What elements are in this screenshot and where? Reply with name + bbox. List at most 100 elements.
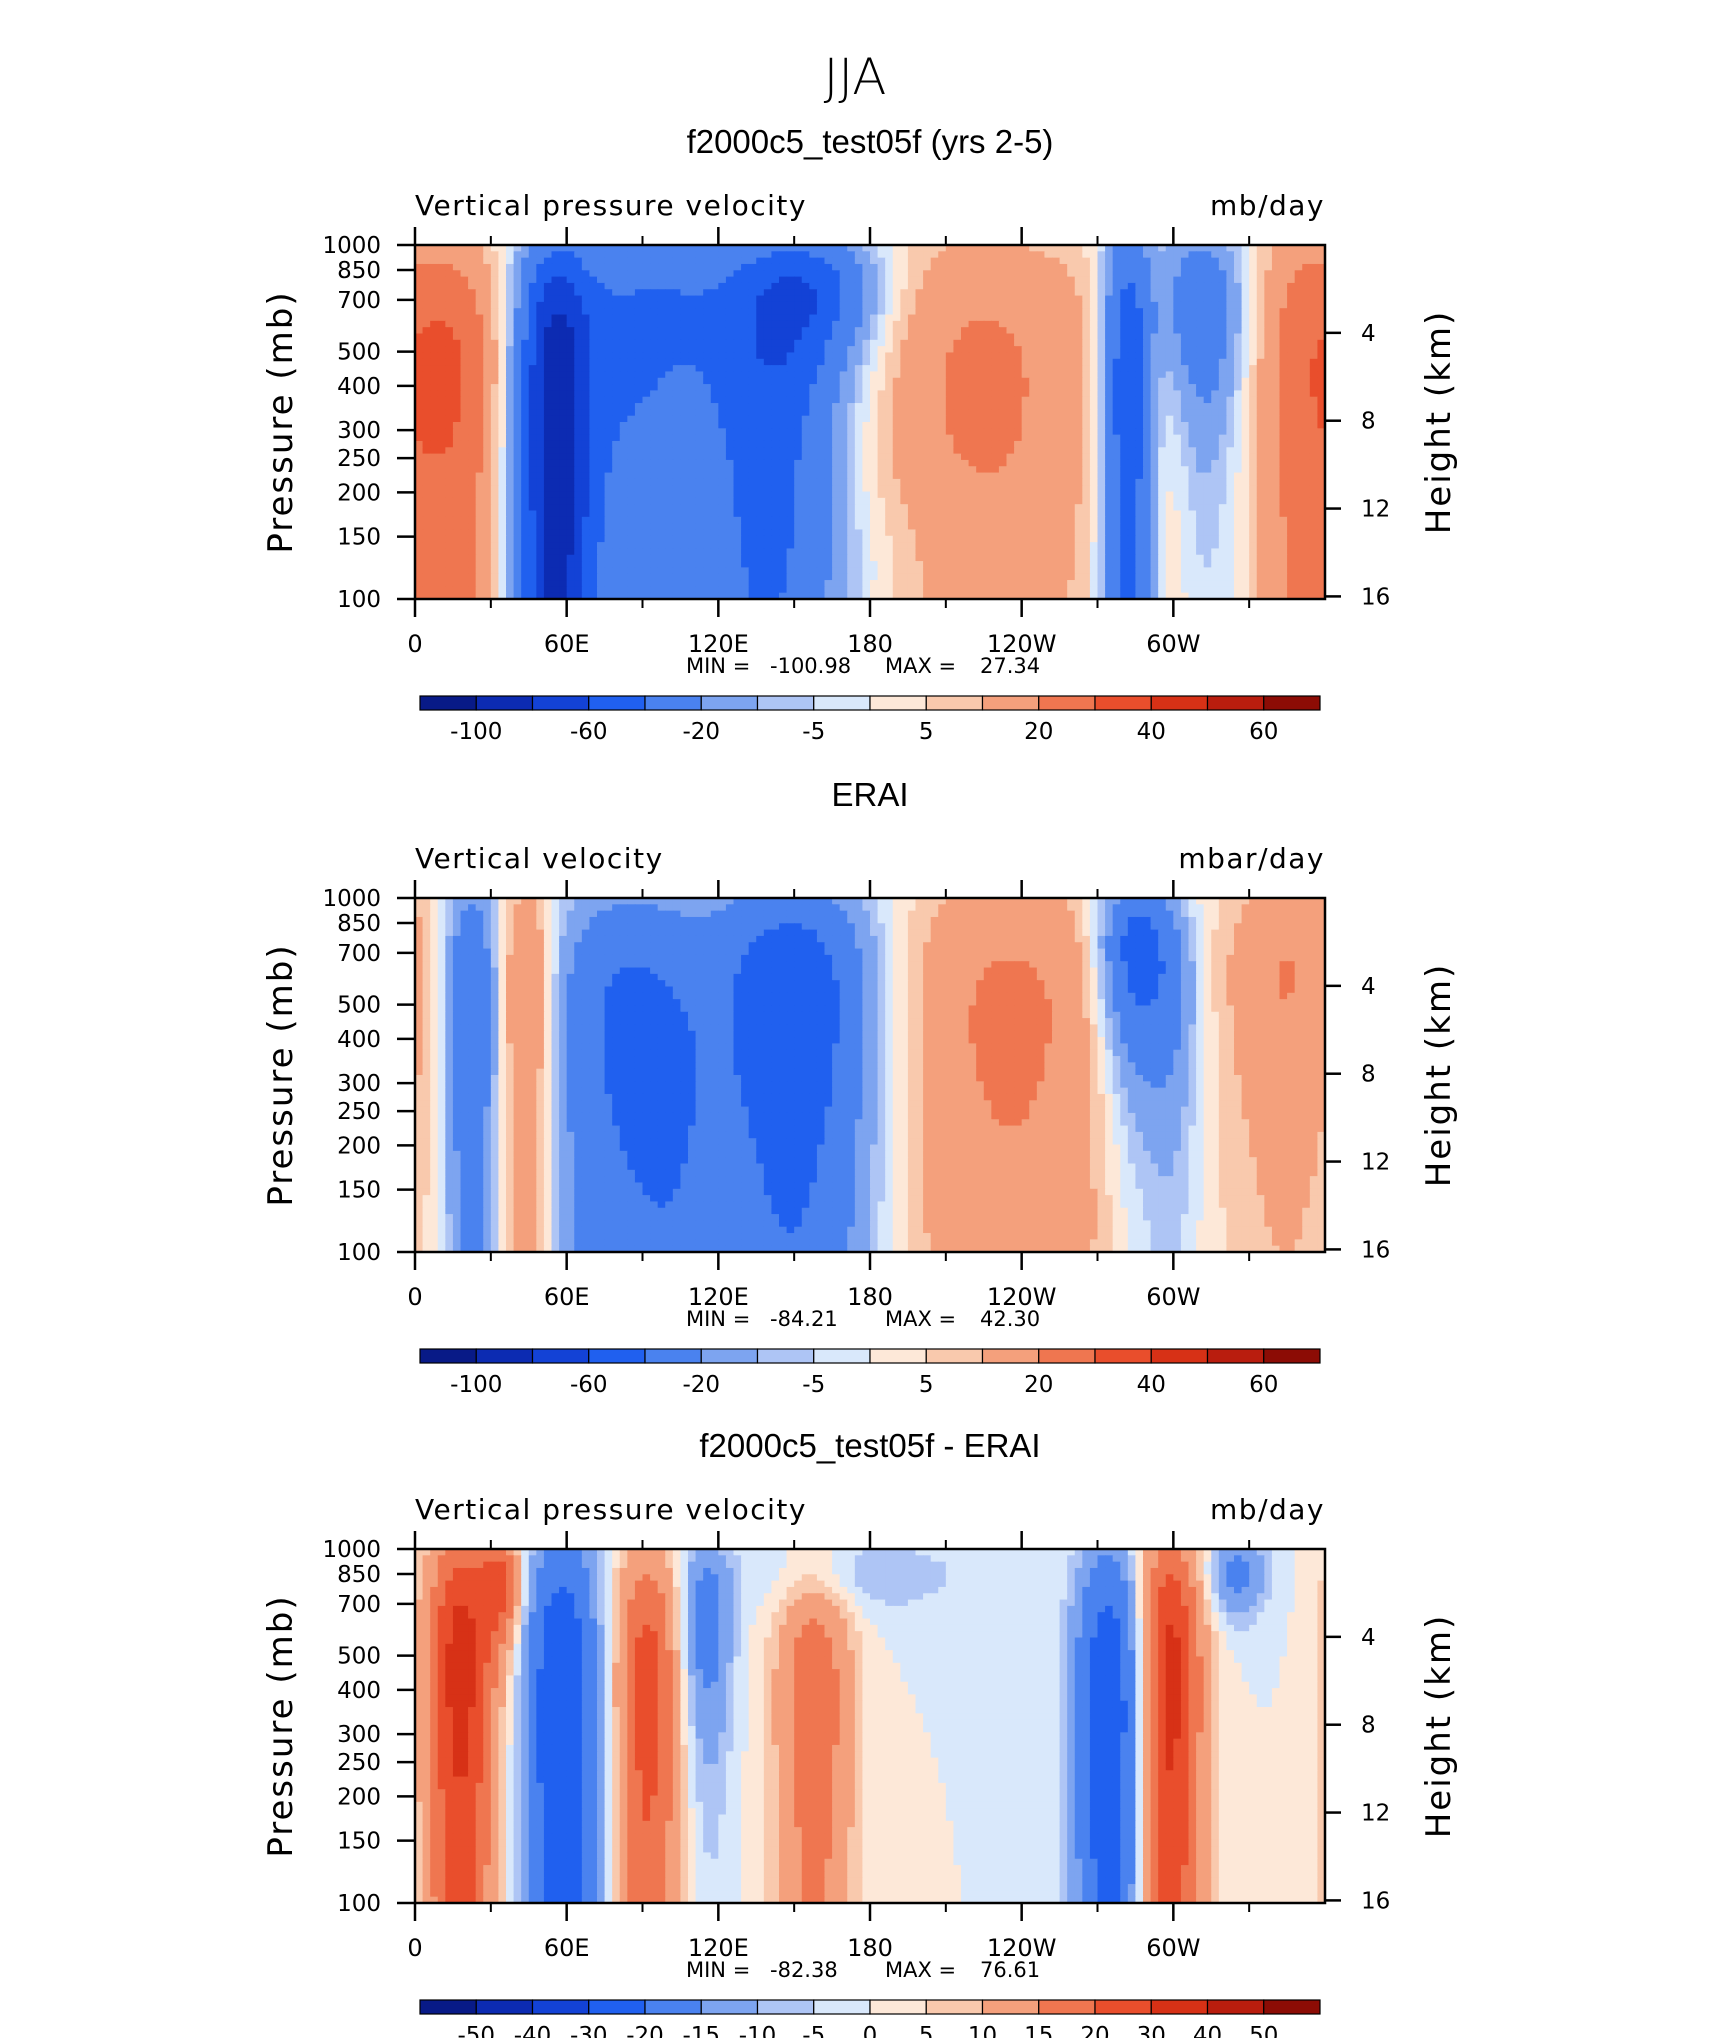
panel-2-colorbar-label: -5 [802, 1372, 825, 1398]
panel-1-y-tick-label: 700 [337, 288, 381, 314]
panel-2-field-label: Vertical velocity [415, 842, 664, 875]
panel-1-colorbar-box [1150, 695, 1209, 711]
panel-3-colorbar-box [700, 1999, 759, 2015]
panel-2-y-tick-label: 700 [337, 941, 381, 967]
panel-3-colorbar-box [925, 1999, 984, 2015]
panel-3-colorbar-label: -30 [570, 2023, 608, 2038]
panel-2-colorbar-box [1263, 1348, 1321, 1364]
panel-3-colorbar-box [419, 1999, 477, 2015]
panel-1-colorbar-box [1094, 695, 1152, 711]
panel-3-y-tick-label: 400 [337, 1678, 381, 1704]
panel-1-max-value: 27.34 [980, 654, 1040, 678]
panel-3-colorbar-label: 15 [1024, 2023, 1053, 2038]
panel-2-units: mbar/day [1178, 842, 1325, 875]
panel-2-colorbar-box [1038, 1348, 1096, 1364]
panel-2-y-axis-title: Pressure (mb) [261, 943, 301, 1206]
panel-1-max-label: MAX = [885, 654, 956, 678]
panel-2-max-value: 42.30 [980, 1307, 1040, 1331]
panel-3-y-tick-label: 300 [337, 1722, 381, 1748]
panel-2-colorbar-label: 60 [1249, 1372, 1278, 1398]
panel-2-colorbar-box [475, 1348, 534, 1364]
panel-3-colorbar-box [588, 1999, 646, 2015]
panel-1-units: mb/day [1210, 189, 1325, 222]
panel-1-min-label: MIN = [686, 654, 750, 678]
panel-3-colorbar-label: 30 [1137, 2023, 1166, 2038]
panel-3-x-tick-label: 120W [987, 1934, 1057, 1962]
panel-3-colorbar-box [1263, 1999, 1321, 2015]
panel-2-y-tick-label: 100 [337, 1240, 381, 1266]
panel-3-colorbar-label: -15 [682, 2023, 720, 2038]
panel-2-x-tick-label: 180 [847, 1283, 893, 1311]
panel-2-y2-tick-label: 8 [1361, 1062, 1376, 1088]
panel-3-y2-axis-title: Height (km) [1419, 1614, 1459, 1839]
panel-1-colorbar-label: -20 [682, 719, 720, 745]
panel-2-colorbar-label: -100 [450, 1372, 502, 1398]
panel-1-colorbar-box [981, 695, 1040, 711]
panel-1-colorbar-box [925, 695, 984, 711]
panel-3-y-tick-label: 700 [337, 1592, 381, 1618]
panel-2-x-tick-label: 0 [407, 1283, 422, 1311]
panel-1-x-tick-label: 60E [544, 630, 590, 658]
panel-1-colorbar-box [813, 695, 871, 711]
panel-3-y-axis-title: Pressure (mb) [261, 1594, 301, 1857]
panel-2-colorbar-box [531, 1348, 590, 1364]
panel-1-colorbar-box [588, 695, 646, 711]
panel-1-colorbar-label: 40 [1137, 719, 1166, 745]
panel-3-colorbar-box [644, 1999, 702, 2015]
panel-1-colorbar-box [1206, 695, 1265, 711]
panel-2-colorbar-box [925, 1348, 984, 1364]
panel-3-y2-tick-label: 12 [1361, 1801, 1390, 1827]
panel-1-colorbar-box [1038, 695, 1096, 711]
panel-1-x-tick-label: 120W [987, 630, 1057, 658]
panel-2-colorbar-box [419, 1348, 477, 1364]
panel-1-y-tick-label: 1000 [322, 233, 381, 259]
panel-2-colorbar-label: 5 [919, 1372, 934, 1398]
panel-2-y-tick-label: 300 [337, 1071, 381, 1097]
panel-3-colorbar-box [1038, 1999, 1096, 2015]
panel-2-x-tick-label: 60W [1146, 1283, 1200, 1311]
panel-1-y2-tick-label: 12 [1361, 497, 1390, 523]
panel-2-y-tick-label: 400 [337, 1027, 381, 1053]
panel-1-y2-tick-label: 8 [1361, 409, 1376, 435]
panel-1-y-tick-label: 300 [337, 418, 381, 444]
panel-3-colorbar-label: 5 [919, 2023, 934, 2038]
panel-3-field-label: Vertical pressure velocity [415, 1493, 807, 1526]
panel-3-y-tick-label: 850 [337, 1562, 381, 1588]
panel-1-colorbar-label: 20 [1024, 719, 1053, 745]
panel-3-colorbar-box [813, 1999, 871, 2015]
panel-3-y-tick-label: 500 [337, 1644, 381, 1670]
panel-3-colorbar-box [981, 1999, 1040, 2015]
panel-2-min-value: -84.21 [770, 1307, 838, 1331]
panel-3-colorbar-label: 40 [1193, 2023, 1222, 2038]
panel-1-colorbar-box [869, 695, 927, 711]
panel-2-colorbar-box [813, 1348, 871, 1364]
panel-2-min-label: MIN = [686, 1307, 750, 1331]
panel-3-max-label: MAX = [885, 1958, 956, 1982]
panel-1-colorbar-box [756, 695, 815, 711]
panel-1-y-tick-label: 400 [337, 374, 381, 400]
panel-2-y-tick-label: 500 [337, 993, 381, 1019]
panel-1-y-tick-label: 850 [337, 258, 381, 284]
panel-2-colorbar-label: -60 [570, 1372, 608, 1398]
panel-2-x-tick-label: 120W [987, 1283, 1057, 1311]
panel-3-colorbar-label: -50 [457, 2023, 495, 2038]
panel-3-min-label: MIN = [686, 1958, 750, 1982]
panel-3-colorbar-label: 50 [1249, 2023, 1278, 2038]
panel-1-colorbar-label: -60 [570, 719, 608, 745]
panel-2-x-tick-label: 60E [544, 1283, 590, 1311]
panel-3-y-tick-label: 200 [337, 1784, 381, 1810]
panel-3-x-tick-label: 180 [847, 1934, 893, 1962]
panel-3-y-tick-label: 150 [337, 1829, 381, 1855]
panel-2-y-tick-label: 150 [337, 1178, 381, 1204]
panel-1-colorbar-label: -5 [802, 719, 825, 745]
panel-3-x-tick-label: 0 [407, 1934, 422, 1962]
panel-1-x-tick-label: 180 [847, 630, 893, 658]
panel-2-y2-tick-label: 16 [1361, 1237, 1390, 1263]
panel-3-colorbar-box [1150, 1999, 1209, 2015]
panel-1-y-tick-label: 250 [337, 446, 381, 472]
panel-1-colorbar-box [1263, 695, 1321, 711]
panel-1-y-tick-label: 100 [337, 587, 381, 613]
panel-2-y-tick-label: 250 [337, 1099, 381, 1125]
